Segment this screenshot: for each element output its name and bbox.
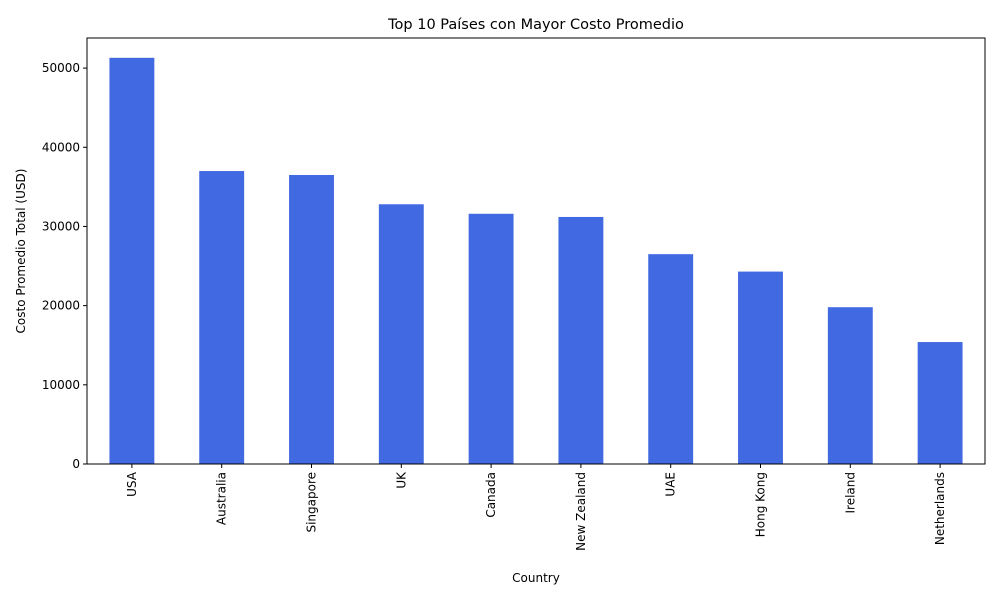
bar-netherlands <box>917 342 963 464</box>
x-axis-ticks: USA Australia Singapore UK Canada New Zealand… <box>125 464 947 551</box>
y-tick-label: 50000 <box>42 61 80 75</box>
bar-ireland <box>827 307 873 464</box>
x-tick-label: New Zealand <box>574 472 588 551</box>
x-tick-label: UK <box>394 471 408 489</box>
bar-uae <box>648 254 694 464</box>
y-tick-label: 10000 <box>42 378 80 392</box>
x-tick-label: UAE <box>664 472 678 497</box>
y-axis-title: Costo Promedio Total (USD) <box>14 169 28 334</box>
x-tick-label: Canada <box>484 472 498 518</box>
bar-usa <box>109 57 155 465</box>
x-tick-label: Australia <box>215 472 229 525</box>
x-tick-label: USA <box>125 471 139 497</box>
x-tick-label: Netherlands <box>933 472 947 545</box>
bar-canada <box>468 213 514 464</box>
y-axis-ticks: 0 10000 20000 30000 40000 50000 <box>42 61 87 471</box>
bars-group <box>109 57 963 465</box>
x-tick-label: Singapore <box>305 472 319 533</box>
x-tick-label: Ireland <box>843 472 857 514</box>
bar-uk <box>378 204 424 464</box>
y-tick-label: 40000 <box>42 140 80 154</box>
plot-frame <box>86 37 986 465</box>
bar-hong-kong <box>738 271 783 464</box>
bar-new-zealand <box>558 216 604 464</box>
y-tick-label: 30000 <box>42 219 80 233</box>
y-tick-label: 20000 <box>42 299 80 313</box>
x-axis-title: Country <box>512 571 560 585</box>
bar-australia <box>199 171 245 464</box>
chart-title: Top 10 Países con Mayor Costo Promedio <box>387 17 684 33</box>
bar-singapore <box>289 174 334 465</box>
y-tick-label: 0 <box>72 457 80 471</box>
x-tick-label: Hong Kong <box>754 472 768 537</box>
